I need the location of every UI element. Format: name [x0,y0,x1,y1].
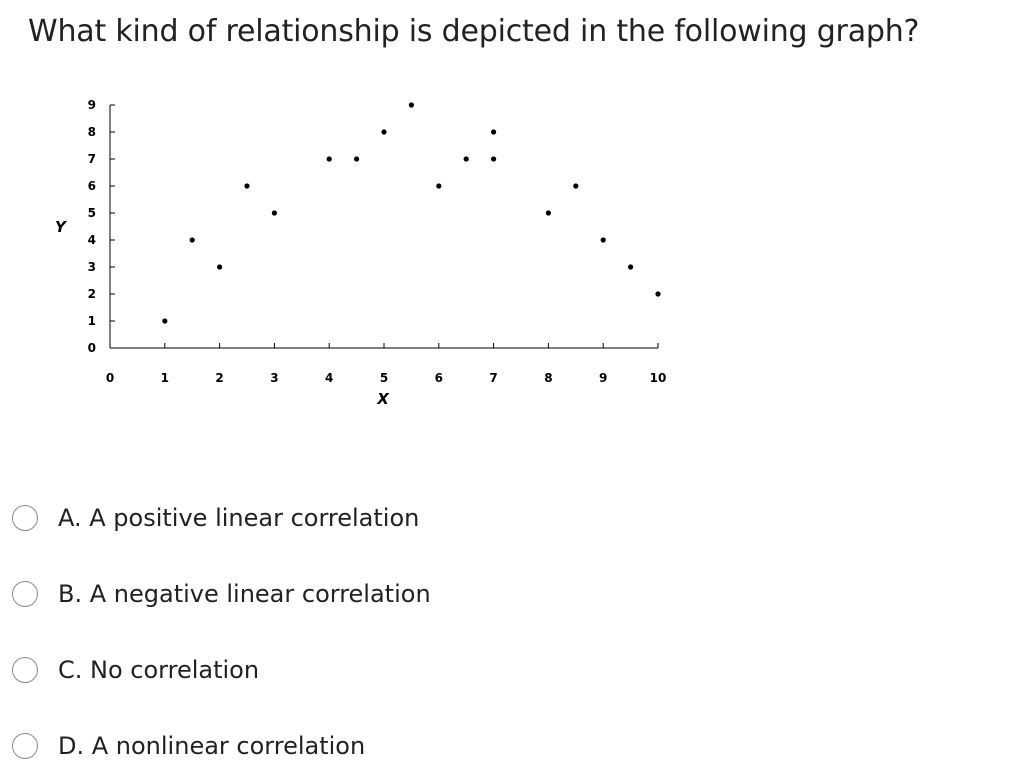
x-tick-label: 1 [161,371,169,385]
data-point [463,156,469,162]
data-point [217,264,223,270]
radio-c[interactable] [12,657,38,683]
y-tick-label: 0 [88,341,96,355]
data-point [271,210,277,216]
x-tick-label: 9 [599,371,607,385]
y-tick-label: 3 [88,260,96,274]
chart-axes [109,105,658,349]
data-point [655,291,661,297]
option-d[interactable]: D. A nonlinear correlation [12,732,365,760]
data-point [244,183,250,189]
radio-d[interactable] [12,733,38,759]
x-tick-label: 2 [215,371,223,385]
question-text: What kind of relationship is depicted in… [28,14,920,49]
x-tick-label: 3 [270,371,278,385]
data-point [491,156,497,162]
data-point [381,129,387,135]
x-axis-label: X [376,390,390,408]
y-tick-label: 4 [88,233,96,247]
y-tick-label: 9 [88,98,96,112]
data-point [408,102,414,108]
x-tick-label: 4 [325,371,333,385]
data-point [600,237,606,243]
y-tick-label: 5 [88,206,96,220]
option-b[interactable]: B. A negative linear correlation [12,580,431,608]
x-tick-label: 6 [435,371,443,385]
x-tick-label: 0 [106,371,114,385]
data-point [628,264,634,270]
chart-points [162,102,661,324]
y-tick-label: 7 [88,152,96,166]
data-point [573,183,579,189]
data-point [326,156,332,162]
y-tick-label: 2 [88,287,96,301]
option-b-label: B. A negative linear correlation [58,580,431,608]
data-point [545,210,552,216]
data-point [436,183,442,189]
data-point [354,156,360,162]
y-tick-label: 1 [88,314,96,328]
scatter-chart: 0 1 2 3 4 5 6 7 8 9 0 1 2 3 4 5 6 7 8 9 10 Y X [55,98,667,408]
chart-ticks: 0 1 2 3 4 5 6 7 8 9 0 1 2 3 4 5 6 7 8 9 10 [88,98,667,385]
data-point [162,318,168,324]
option-a[interactable]: A. A positive linear correlation [12,504,419,532]
x-tick-label: 7 [489,371,497,385]
data-point [189,237,195,243]
y-tick-label: 6 [88,179,96,193]
y-tick-label: 8 [88,125,96,139]
data-point [491,129,497,135]
radio-a[interactable] [12,505,38,531]
radio-b[interactable] [12,581,38,607]
y-axis-label: Y [55,218,68,236]
x-tick-label: 5 [380,371,388,385]
option-c[interactable]: C. No correlation [12,656,259,684]
option-c-label: C. No correlation [58,656,260,684]
option-a-label: A. A positive linear correlation [58,504,420,532]
x-tick-label: 8 [544,371,552,385]
x-tick-label: 10 [650,371,667,385]
option-d-label: D. A nonlinear correlation [58,732,366,760]
